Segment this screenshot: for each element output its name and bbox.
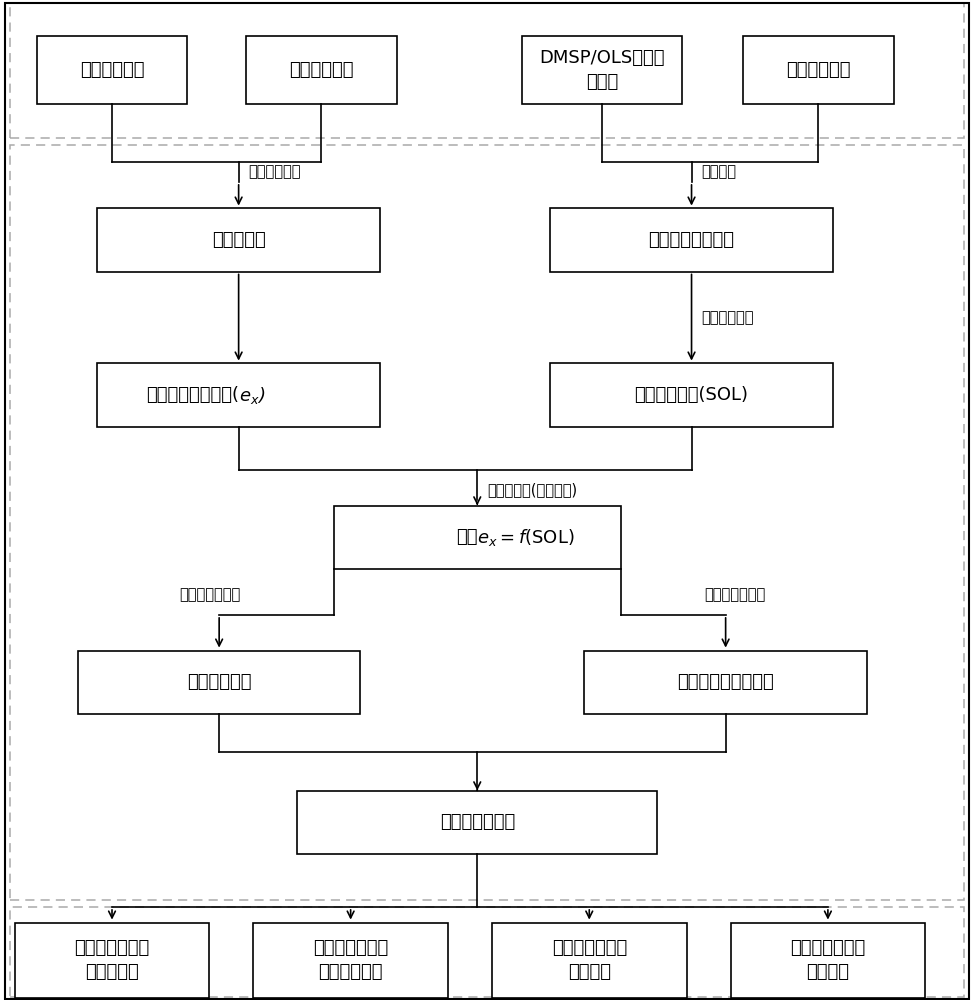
Text: 最小二乘法(所有年份): 最小二乘法(所有年份) [487, 483, 578, 497]
FancyBboxPatch shape [253, 922, 448, 998]
FancyBboxPatch shape [550, 363, 833, 426]
FancyBboxPatch shape [742, 36, 894, 104]
FancyBboxPatch shape [522, 36, 682, 104]
Text: 统计年鉴数据: 统计年鉴数据 [289, 61, 354, 79]
Text: $e_x$): $e_x$) [239, 384, 265, 406]
Text: 最优耦合模型: 最优耦合模型 [187, 673, 251, 691]
Text: 指导国家医疗资
源省市分配: 指导国家医疗资 源省市分配 [74, 939, 150, 981]
Text: 饱和灯光处理: 饱和灯光处理 [701, 310, 754, 325]
Text: DMSP/OLS夜间灯
光数据: DMSP/OLS夜间灯 光数据 [540, 49, 664, 91]
FancyBboxPatch shape [584, 650, 867, 714]
FancyBboxPatch shape [730, 922, 925, 998]
Text: 省级夜间灯光数据: 省级夜间灯光数据 [649, 231, 734, 249]
FancyBboxPatch shape [492, 922, 687, 998]
FancyBboxPatch shape [78, 650, 360, 714]
FancyBboxPatch shape [15, 922, 209, 998]
Text: 人口平均预期寿命(: 人口平均预期寿命( [146, 386, 239, 404]
Text: 监测省市尺度下
人口健康水平: 监测省市尺度下 人口健康水平 [313, 939, 389, 981]
FancyBboxPatch shape [333, 506, 621, 568]
Text: 夜间灯光总量(SOL): 夜间灯光总量(SOL) [634, 386, 749, 404]
Text: 提供预期寿命获
取新途径: 提供预期寿命获 取新途径 [551, 939, 627, 981]
Text: 检查数据方法可靠性: 检查数据方法可靠性 [677, 673, 774, 691]
Text: 人口普查数据: 人口普查数据 [80, 61, 144, 79]
Text: 矢量提取: 矢量提取 [701, 164, 736, 180]
Text: 模型: 模型 [456, 528, 477, 546]
Text: 为相关研究提供
数据参照: 为相关研究提供 数据参照 [790, 939, 866, 981]
Text: 省级行政边界: 省级行政边界 [786, 61, 850, 79]
FancyBboxPatch shape [550, 208, 833, 271]
Text: 相关性弱且陡变: 相关性弱且陡变 [705, 587, 766, 602]
FancyBboxPatch shape [97, 363, 380, 426]
Text: 相关性强且稳定: 相关性强且稳定 [179, 587, 240, 602]
Text: 简略寿命表: 简略寿命表 [211, 231, 266, 249]
FancyBboxPatch shape [297, 790, 657, 854]
Text: $e_x$$=f$(SOL): $e_x$$=f$(SOL) [477, 526, 575, 548]
FancyBboxPatch shape [245, 36, 397, 104]
Text: 系统验证及预测: 系统验证及预测 [439, 813, 515, 831]
FancyBboxPatch shape [97, 208, 380, 271]
FancyBboxPatch shape [37, 36, 187, 104]
Text: 拉格朗日插值: 拉格朗日插值 [248, 164, 301, 180]
